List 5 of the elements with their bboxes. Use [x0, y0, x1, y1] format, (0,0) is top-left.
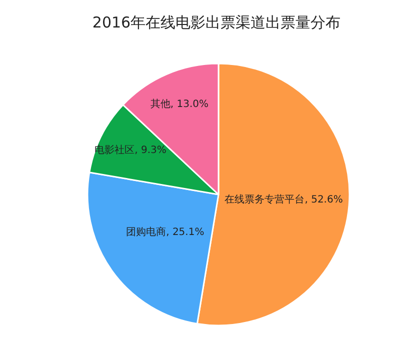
slice-label: 团购电商, 25.1%	[126, 226, 204, 238]
slice-label: 在线票务专营平台, 52.6%	[224, 193, 343, 206]
slice-label: 电影社区, 9.3%	[94, 144, 166, 156]
slice-label: 其他, 13.0%	[150, 98, 209, 110]
chart-title: 2016年在线电影出票渠道出票量分布	[92, 14, 341, 32]
